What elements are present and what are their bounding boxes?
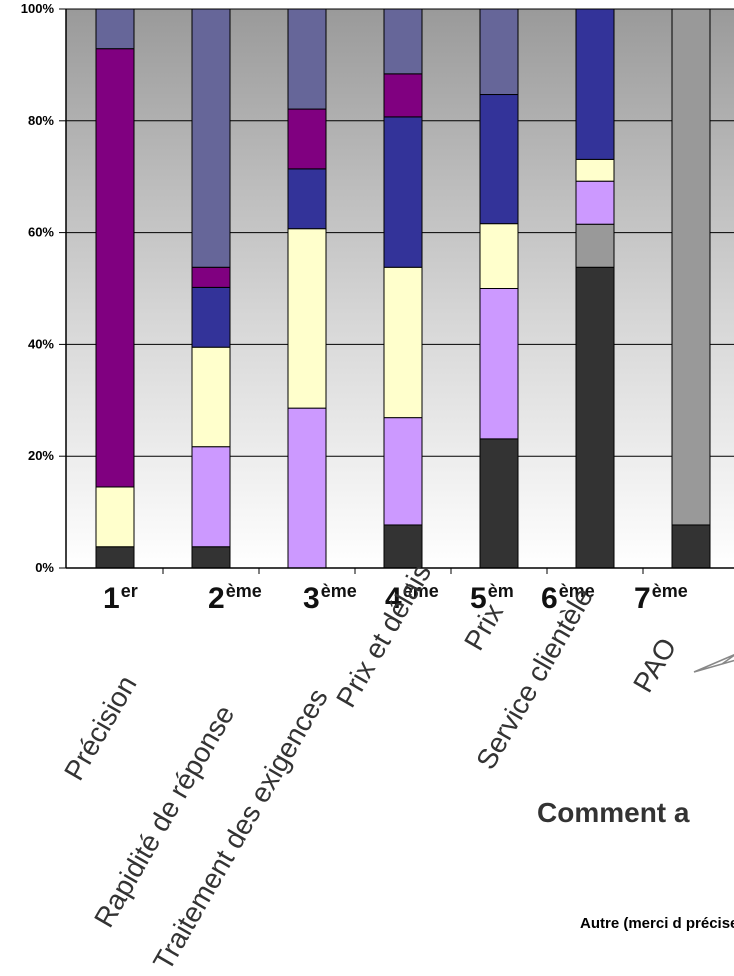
y-tick-label: 60% — [28, 225, 54, 240]
bar-segment — [383, 116, 423, 268]
bar-segment — [191, 8, 231, 268]
bar-segment — [671, 8, 711, 526]
bar-segment — [287, 228, 327, 409]
bar-segment — [95, 486, 135, 548]
bar-segment — [191, 446, 231, 548]
bar-segment — [575, 8, 615, 160]
y-tick-label: 80% — [28, 113, 54, 128]
bar-segment — [95, 546, 135, 569]
rank-label: 7ème — [634, 581, 688, 615]
bar-segment — [479, 223, 519, 290]
bar-segment — [287, 8, 327, 110]
axes — [65, 9, 734, 574]
rank-label: 5èm — [470, 581, 514, 615]
bar-segment — [479, 94, 519, 225]
bar-segment — [575, 266, 615, 569]
bar-segment — [95, 8, 135, 50]
rank-label: 2ème — [208, 581, 262, 615]
bar-segment — [383, 266, 423, 419]
bar-segment — [383, 524, 423, 569]
bar-segment — [479, 8, 519, 96]
bar-segment — [287, 108, 327, 170]
other-label: Autre (merci d préciser) : — [580, 915, 734, 932]
y-tick-label: 40% — [28, 336, 54, 351]
y-tick-label: 100% — [21, 1, 55, 16]
bar-segment — [95, 48, 135, 488]
bar-segment — [383, 73, 423, 118]
bar-segment — [287, 168, 327, 230]
bar-segment — [575, 180, 615, 225]
bar-segment — [191, 546, 231, 569]
rank-label: 3ème — [303, 581, 357, 615]
bar-segment — [575, 158, 615, 182]
bar-segment — [191, 286, 231, 348]
bar-segment — [671, 524, 711, 569]
y-tick-labels: 0% 20% 40% 60% 80% 100% — [21, 1, 66, 575]
y-tick-label: 20% — [28, 448, 54, 463]
rank-label: 1er — [103, 581, 138, 615]
rank-label: 4ème — [385, 581, 439, 615]
bar-segment — [191, 266, 231, 288]
bar-segment — [479, 288, 519, 440]
bars — [95, 8, 711, 569]
bar-segment — [383, 8, 423, 75]
question-title: Comment a — [537, 797, 690, 828]
bar-segment — [191, 346, 231, 448]
rank-label: 6ème — [541, 581, 595, 615]
y-tick-label: 0% — [35, 560, 54, 575]
bar-segment — [575, 223, 615, 268]
callout-arrow — [693, 654, 734, 673]
bar-segment — [383, 417, 423, 526]
bar-segment — [287, 407, 327, 569]
bar-segment — [479, 438, 519, 569]
